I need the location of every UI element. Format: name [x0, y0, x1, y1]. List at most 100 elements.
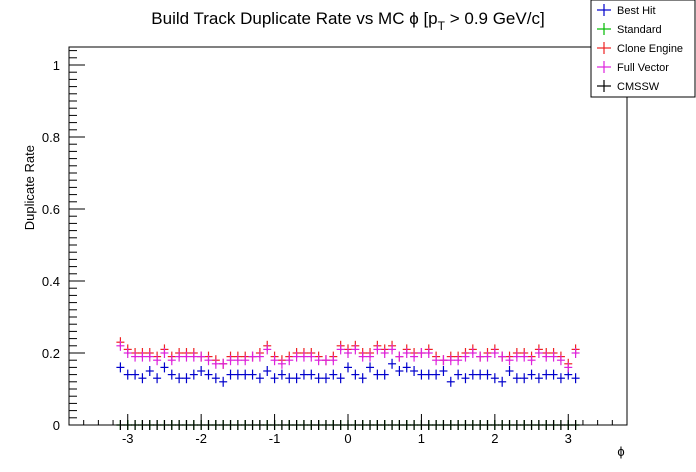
data-point [138, 420, 147, 430]
data-point [204, 355, 213, 366]
data-point [366, 362, 375, 373]
data-point [167, 355, 176, 366]
data-point [307, 351, 316, 362]
chart-title: Build Track Duplicate Rate vs MC ϕ [pT >… [151, 9, 544, 33]
data-point [380, 420, 389, 430]
data-point [395, 351, 404, 362]
data-point [219, 420, 228, 430]
data-point [153, 373, 162, 384]
data-point [417, 369, 426, 380]
data-point [564, 420, 573, 430]
data-point [116, 340, 125, 351]
data-point [512, 420, 521, 430]
tick-labels: -3 -2 -1 0 1 2 3 0 0.2 0.4 0.6 0.8 1 [42, 58, 572, 446]
data-point [204, 369, 213, 380]
data-point [175, 420, 184, 430]
data-point [542, 420, 551, 430]
data-point [189, 420, 198, 430]
data-point [512, 373, 521, 384]
data-point [388, 420, 397, 430]
legend-label: Clone Engine [617, 43, 683, 55]
data-point [395, 420, 404, 430]
data-point [402, 362, 411, 373]
legend-label: Full Vector [617, 62, 669, 74]
data-point [483, 351, 492, 362]
data-point [564, 362, 573, 373]
data-point [123, 369, 132, 380]
data-point [432, 420, 441, 430]
data-point [299, 369, 308, 380]
data-point [307, 369, 316, 380]
data-point [476, 369, 485, 380]
data-point [270, 373, 279, 384]
data-point [402, 348, 411, 358]
data-point [351, 369, 360, 380]
data-point [395, 366, 404, 376]
data-point [388, 344, 397, 355]
data-point [167, 369, 176, 380]
data-point [211, 358, 220, 369]
data-point [549, 420, 558, 430]
data-point [439, 355, 448, 366]
y-tick-label: 0.8 [42, 130, 60, 145]
data-point [358, 420, 367, 430]
legend-entry: CMSSW [597, 80, 660, 93]
data-point [277, 358, 286, 369]
data-point [461, 420, 470, 430]
data-point [263, 366, 272, 376]
data-markers [116, 337, 580, 430]
data-point [329, 369, 338, 380]
data-point [410, 351, 419, 362]
data-point [131, 420, 140, 430]
data-point [336, 344, 345, 355]
data-point [189, 351, 198, 362]
data-point [277, 420, 286, 430]
data-point [241, 355, 250, 366]
data-point [145, 420, 154, 430]
data-point [534, 420, 543, 430]
data-point [534, 348, 543, 358]
data-point [336, 373, 345, 384]
data-point [351, 344, 360, 355]
data-point [292, 420, 301, 430]
data-point [219, 376, 228, 387]
data-point [248, 420, 257, 430]
data-point [483, 420, 492, 430]
series-best-hit [116, 358, 580, 387]
data-point [380, 348, 389, 358]
y-tick-label: 0.4 [42, 274, 60, 289]
data-point [417, 420, 426, 430]
data-point [468, 369, 477, 380]
x-tick-label: -3 [122, 431, 134, 446]
data-point [505, 366, 514, 376]
data-point [373, 420, 382, 430]
data-point [314, 420, 323, 430]
data-point [454, 369, 463, 380]
data-point [424, 420, 433, 430]
data-point [131, 351, 140, 362]
data-point [556, 420, 565, 430]
data-point [351, 420, 360, 430]
data-point [344, 362, 352, 373]
data-point [490, 420, 499, 430]
data-point [336, 420, 345, 430]
data-point [270, 355, 279, 366]
y-tick-label: 0.6 [42, 202, 60, 217]
data-point [556, 355, 565, 366]
data-point [571, 420, 580, 430]
data-point [189, 369, 198, 380]
legend: Best Hit Standard Clone Engine Full Vector C… [590, 0, 696, 98]
data-point [380, 369, 389, 380]
data-point [344, 420, 352, 430]
data-point [549, 351, 558, 362]
x-tick-label: 1 [418, 431, 425, 446]
data-point [490, 348, 499, 358]
data-point [373, 344, 382, 355]
x-tick-label: -2 [195, 431, 207, 446]
data-point [358, 351, 367, 362]
series-full-vector [116, 340, 580, 373]
data-point [321, 355, 330, 366]
data-point [520, 420, 529, 430]
data-point [307, 420, 316, 430]
data-point [175, 351, 184, 362]
